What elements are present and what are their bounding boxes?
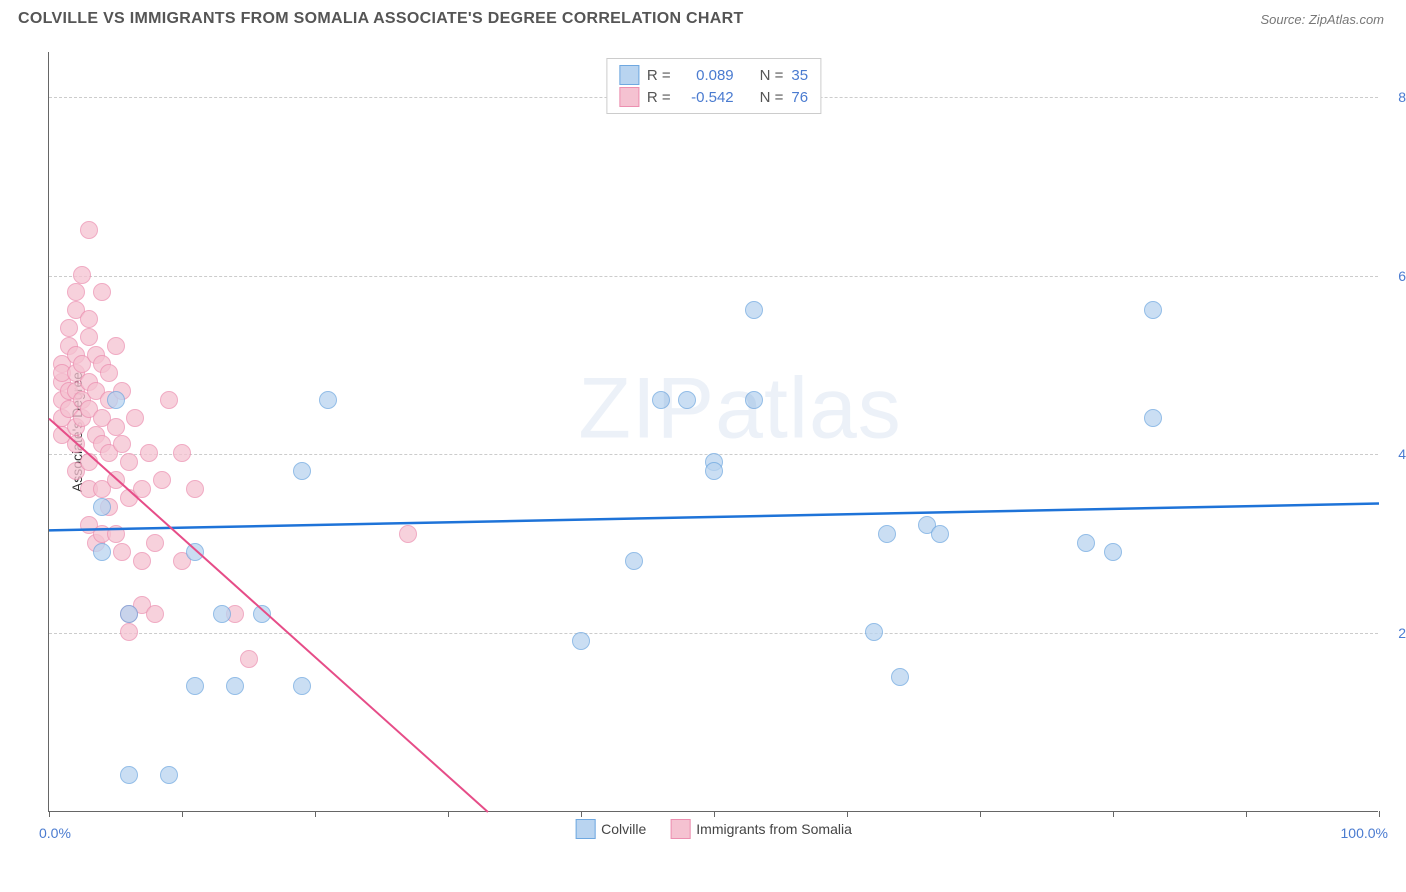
x-tick <box>1379 811 1380 817</box>
x-axis-min-label: 0.0% <box>39 825 71 841</box>
r-label: R = <box>647 67 671 84</box>
trend-lines <box>49 52 1378 811</box>
chart-title: COLVILLE VS IMMIGRANTS FROM SOMALIA ASSO… <box>18 10 744 28</box>
r-value: 0.089 <box>679 67 734 84</box>
r-value: -0.542 <box>679 89 734 106</box>
y-tick-label: 20.0% <box>1383 625 1406 641</box>
x-tick <box>847 811 848 817</box>
x-tick <box>448 811 449 817</box>
y-tick-label: 60.0% <box>1383 268 1406 284</box>
legend-label: Colville <box>601 821 646 837</box>
x-tick <box>315 811 316 817</box>
x-tick <box>714 811 715 817</box>
n-label: N = <box>760 67 784 84</box>
r-label: R = <box>647 89 671 106</box>
source-label: Source: ZipAtlas.com <box>1260 12 1384 27</box>
legend-item-colville: Colville <box>575 819 646 839</box>
n-value: 35 <box>791 67 808 84</box>
legend-row-colville: R = 0.089 N = 35 <box>619 64 808 86</box>
series-legend: Colville Immigrants from Somalia <box>575 819 852 839</box>
x-axis-max-label: 100.0% <box>1341 825 1388 841</box>
swatch-colville-icon <box>619 65 639 85</box>
x-tick <box>581 811 582 817</box>
chart-plot-area: ZIPatlas Associate's Degree 20.0%40.0%60… <box>48 52 1378 812</box>
y-tick-label: 80.0% <box>1383 89 1406 105</box>
legend-item-somalia: Immigrants from Somalia <box>670 819 852 839</box>
x-tick <box>182 811 183 817</box>
swatch-somalia-icon <box>619 87 639 107</box>
legend-row-somalia: R = -0.542 N = 76 <box>619 86 808 108</box>
swatch-somalia-icon <box>670 819 690 839</box>
x-tick <box>1113 811 1114 817</box>
n-value: 76 <box>791 89 808 106</box>
x-tick <box>49 811 50 817</box>
y-tick-label: 40.0% <box>1383 446 1406 462</box>
swatch-colville-icon <box>575 819 595 839</box>
x-tick <box>1246 811 1247 817</box>
n-label: N = <box>760 89 784 106</box>
correlation-legend: R = 0.089 N = 35 R = -0.542 N = 76 <box>606 58 821 114</box>
x-tick <box>980 811 981 817</box>
legend-label: Immigrants from Somalia <box>696 821 852 837</box>
